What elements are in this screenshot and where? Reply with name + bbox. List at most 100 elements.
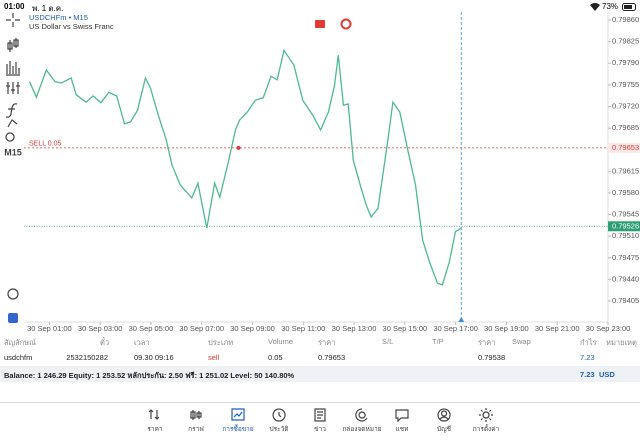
balance-bar (0, 366, 640, 382)
column-header: หมายเหตุ (606, 338, 637, 347)
nav-icon[interactable] (355, 408, 369, 422)
column-header: ราคา (478, 338, 496, 347)
nav-icon[interactable] (189, 408, 203, 422)
nav-icon-path (437, 408, 451, 422)
nav-icon-path (314, 408, 326, 422)
sell-price-label: 0.79653 (612, 143, 639, 152)
cell: 2532150282 (66, 353, 108, 362)
cell: usdchfm (4, 353, 33, 362)
column-header: กำไร (580, 338, 597, 347)
nav-label[interactable]: กราฟ (188, 426, 204, 433)
nav-icon[interactable] (272, 408, 286, 422)
sell-marker (236, 145, 241, 150)
status-time: 01:00 (4, 2, 25, 11)
y-tick-label: 0.79580 (612, 188, 639, 197)
balance-profit: 7.23 (580, 370, 595, 379)
candles-icon[interactable] (7, 38, 19, 52)
one-click-icon[interactable] (315, 20, 325, 28)
balance-currency: USD (599, 370, 615, 379)
y-tick-label: 0.79825 (612, 37, 639, 46)
nav-label[interactable]: การตั้งค่า (472, 426, 500, 433)
x-tick-label: 30 Sep 01:00 (27, 324, 72, 333)
chart-subtitle: US Dollar vs Swiss Franc (29, 22, 114, 31)
x-tick-label: 30 Sep 03:00 (78, 324, 123, 333)
x-tick-label: 30 Sep 05:00 (129, 324, 174, 333)
nav-icon-path (190, 410, 202, 420)
column-header: T/P (432, 337, 444, 346)
y-tick-label: 0.79790 (612, 58, 639, 67)
y-tick-label: 0.79475 (612, 253, 639, 262)
price-label: 0.79526 (612, 221, 639, 230)
nav-label[interactable]: บัญชี (436, 426, 452, 433)
cell: 0.79653 (318, 353, 346, 362)
nav-icon-path (395, 409, 409, 422)
nav-icon[interactable] (437, 408, 451, 422)
battery: 73% (602, 2, 619, 11)
indicators-icon[interactable] (6, 61, 20, 76)
column-header: ประเภท (208, 338, 234, 347)
column-header: ราคา (318, 338, 336, 347)
battery-icon (622, 3, 636, 11)
y-tick-label: 0.79440 (612, 274, 639, 283)
crosshair-icon[interactable] (6, 13, 20, 27)
nav-icon[interactable] (231, 408, 245, 422)
sell-price-box (608, 142, 640, 153)
nav-icon[interactable] (395, 408, 409, 422)
nav-label[interactable]: แชท (395, 426, 409, 433)
cell: 0.05 (268, 353, 283, 362)
x-tick-label: 30 Sep 19:00 (484, 324, 529, 333)
cell: sell (208, 353, 220, 362)
y-tick-label: 0.79755 (612, 80, 639, 89)
x-tick-label: 30 Sep 15:00 (383, 324, 428, 333)
y-tick-label: 0.79685 (612, 123, 639, 132)
y-tick-label: 0.79405 (612, 296, 639, 305)
x-tick-label: 30 Sep 17:00 (433, 324, 478, 333)
nav-icon-path (479, 408, 493, 422)
x-tick-label: 30 Sep 23:00 (586, 324, 631, 333)
x-tick-label: 30 Sep 13:00 (332, 324, 377, 333)
nav-label[interactable]: กล่องจดหมาย (342, 426, 382, 433)
column-header: ตั๋ว (100, 338, 110, 347)
timeframe[interactable]: M15 (4, 147, 22, 157)
column-header: S/L (382, 337, 394, 346)
nav-label[interactable]: การซื้อขาย (222, 426, 254, 433)
chart: USDCHFm • M15 US Dollar vs Swiss Franc 0… (24, 12, 640, 333)
y-tick-label: 0.79720 (612, 101, 639, 110)
cell: 09.30 09:16 (134, 353, 174, 362)
column-header: สัญลักษณ์ (4, 338, 37, 347)
y-tick-label: 0.79615 (612, 166, 639, 175)
nav-icon-path (355, 408, 368, 422)
x-tick-label: 30 Sep 11:00 (281, 324, 325, 333)
sell-label: SELL 0.05 (29, 141, 62, 148)
zoom-icon[interactable] (7, 288, 19, 300)
nav-label[interactable]: ข่าว (314, 426, 326, 433)
cell: 0.79538 (478, 353, 506, 362)
x-tick-label: 30 Sep 07:00 (179, 324, 224, 333)
function-icon[interactable] (5, 103, 18, 118)
x-tick-label: 30 Sep 09:00 (230, 324, 275, 333)
app-icon[interactable] (8, 313, 18, 323)
chart-title: USDCHFm • M15 (29, 13, 88, 22)
nav-divider (0, 402, 640, 403)
left-toolbar: M15 (4, 13, 22, 323)
market-icon[interactable] (340, 18, 352, 30)
y-tick-label: 0.79510 (612, 231, 639, 240)
nav-icon[interactable] (313, 408, 327, 422)
nav-icon[interactable] (148, 408, 162, 422)
nav-label[interactable]: ราคา (147, 426, 163, 433)
nav-label[interactable]: ประวัติ (269, 426, 289, 433)
nav-icon-path (148, 409, 160, 420)
status-date: พ. 1 ต.ค. (32, 4, 64, 13)
nav-icon[interactable] (479, 408, 493, 422)
x-tick-label: 30 Sep 21:00 (535, 324, 580, 333)
price-box (608, 221, 640, 232)
nav-icon-path (231, 408, 245, 421)
objects-icon[interactable] (5, 119, 18, 142)
y-tick-label: 0.79545 (612, 210, 639, 219)
settings-icon[interactable] (6, 82, 20, 94)
wifi-icon (590, 3, 600, 11)
price-series (29, 48, 462, 286)
column-header: Volume (268, 337, 294, 346)
time-cursor-marker (458, 317, 465, 322)
